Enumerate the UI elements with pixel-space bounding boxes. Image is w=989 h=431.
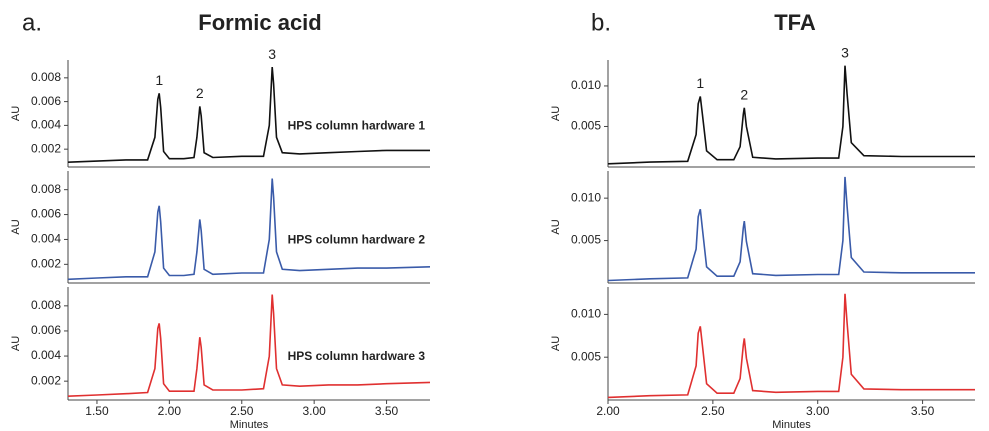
y-tick-label: 0.010 — [571, 78, 601, 92]
y-tick-label: 0.008 — [31, 70, 61, 84]
panel-label: a. — [22, 9, 42, 36]
y-tick-label: 0.008 — [31, 182, 61, 196]
x-tick-label: 3.50 — [911, 404, 935, 418]
x-tick-label: 3.50 — [375, 404, 399, 418]
x-tick-label: 1.50 — [85, 404, 109, 418]
x-axis-label: Minutes — [230, 419, 269, 431]
y-tick-label: 0.002 — [31, 141, 61, 155]
y-axis-label: AU — [10, 106, 22, 121]
peak-label: 3 — [268, 46, 276, 62]
y-tick-label: 0.004 — [31, 118, 61, 132]
panel-label: b. — [591, 9, 611, 36]
x-tick-label: 2.50 — [701, 404, 725, 418]
y-tick-label: 0.005 — [571, 119, 601, 133]
x-tick-label: 3.00 — [806, 404, 830, 418]
y-tick-label: 0.006 — [31, 94, 61, 108]
peak-label: 2 — [196, 85, 204, 101]
chart-title: TFA — [774, 10, 816, 35]
y-tick-label: 0.010 — [571, 190, 601, 204]
peak-label: 3 — [841, 44, 849, 60]
x-tick-label: 2.00 — [158, 404, 182, 418]
chart-title: Formic acid — [198, 10, 321, 35]
series-label: HPS column hardware 1 — [288, 119, 426, 133]
y-tick-label: 0.004 — [31, 348, 61, 362]
peak-label: 1 — [696, 75, 704, 91]
chromatogram-line — [607, 176, 975, 282]
chromatogram-line — [67, 67, 430, 163]
y-tick-label: 0.005 — [571, 349, 601, 363]
y-tick-label: 0.002 — [31, 257, 61, 271]
y-tick-label: 0.006 — [31, 323, 61, 337]
y-axis-label: AU — [10, 336, 22, 351]
series-label: HPS column hardware 2 — [288, 233, 426, 247]
y-axis-label: AU — [550, 219, 562, 234]
chromatogram-line — [607, 65, 975, 165]
x-tick-label: 2.50 — [230, 404, 254, 418]
x-tick-label: 3.00 — [302, 404, 326, 418]
peak-label: 2 — [740, 87, 748, 103]
chromatogram-line — [67, 294, 431, 397]
x-axis-label: Minutes — [772, 419, 811, 431]
y-axis-label: AU — [10, 219, 22, 234]
x-tick-label: 2.00 — [596, 404, 620, 418]
chromatogram-line — [67, 178, 431, 281]
y-axis-label: AU — [550, 106, 562, 121]
y-tick-label: 0.005 — [571, 233, 601, 247]
y-tick-label: 0.006 — [31, 207, 61, 221]
series-label: HPS column hardware 3 — [288, 349, 426, 363]
y-tick-label: 0.002 — [31, 373, 61, 387]
y-tick-label: 0.010 — [571, 307, 601, 321]
chromatogram-line — [607, 293, 975, 399]
y-tick-label: 0.004 — [31, 232, 61, 246]
y-axis-label: AU — [550, 336, 562, 351]
peak-label: 1 — [155, 72, 163, 88]
y-tick-label: 0.008 — [31, 298, 61, 312]
